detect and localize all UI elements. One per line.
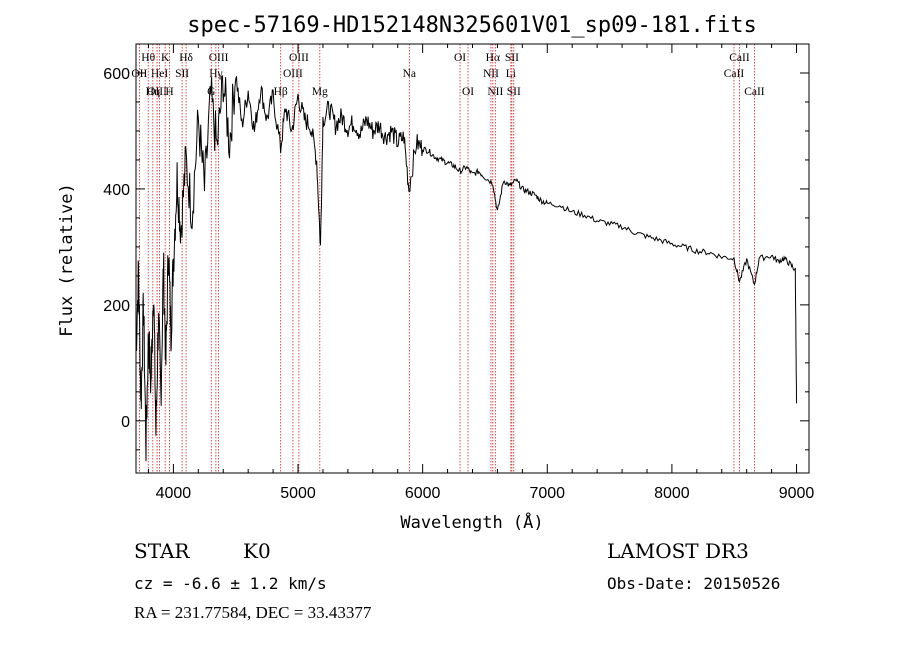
- spectral-line-label: Hη: [146, 86, 160, 98]
- spectral-line-label: K: [161, 52, 170, 64]
- spectral-line-label: OII: [131, 68, 147, 80]
- object-class: STAR: [134, 539, 190, 563]
- spectral-line-label: OIII: [283, 68, 303, 80]
- x-tick-label: 9000: [779, 485, 815, 502]
- spectral-line-label: SII: [505, 52, 519, 64]
- x-tick-label: 7000: [529, 485, 565, 502]
- x-axis-label: Wavelength (Å): [400, 511, 543, 533]
- spectral-line-label: OI: [454, 52, 466, 64]
- spectral-line-label: Na: [403, 68, 416, 80]
- y-tick-label: 600: [103, 66, 130, 83]
- plot-frame: [135, 43, 810, 474]
- spectral-line-label: OIII: [147, 86, 167, 98]
- spectral-line-label: CaII: [729, 52, 750, 64]
- spectral-line-label: Hθ: [141, 52, 155, 64]
- survey-name: LAMOST DR3: [607, 539, 749, 563]
- chart-title: spec-57169-HD152148N325601V01_sp09-181.f…: [187, 13, 757, 38]
- spectral-line-label: CaII: [724, 68, 745, 80]
- x-tick-label: 4000: [156, 485, 192, 502]
- spectral-line-label: OIII: [289, 52, 309, 64]
- spectral-line-label: H: [165, 86, 173, 98]
- x-tick-label: 6000: [405, 485, 441, 502]
- y-tick-label: 200: [103, 298, 130, 315]
- x-tick-label: 8000: [654, 485, 690, 502]
- flux-series-line: [135, 75, 797, 462]
- spectral-line-label: OI: [462, 86, 474, 98]
- axis-ticks: 4000 5000 6000 7000 8000 9000 0 200 400 600: [103, 43, 815, 502]
- observation-date: Obs-Date: 20150526: [607, 574, 781, 593]
- spectral-line-label: Li: [506, 68, 516, 80]
- spectral-line-label: HeI: [151, 68, 168, 80]
- y-axis-label: Flux (relative): [57, 183, 77, 337]
- redshift-readout: cz = -6.6 ± 1.2 km/s: [134, 574, 327, 593]
- spectral-line-label: SII: [175, 68, 189, 80]
- y-tick-label: 0: [121, 414, 130, 431]
- x-tick-label: 5000: [280, 485, 316, 502]
- spectral-line-label: Hβ: [274, 86, 288, 98]
- spectral-line-label: CaII: [744, 86, 765, 98]
- spectral-line-label: Hγ: [209, 68, 222, 80]
- spectral-line-label: Hα: [486, 52, 500, 64]
- spectral-line-label: Hδ: [179, 52, 193, 64]
- spectral-line-label: OIII: [209, 52, 229, 64]
- object-subclass: K0: [243, 539, 271, 563]
- spectral-line-label: Mg: [312, 86, 328, 98]
- y-tick-label: 400: [103, 182, 130, 199]
- spectral-line-label: NII: [483, 68, 499, 80]
- spectral-line-label: SII: [507, 86, 521, 98]
- spectral-line-label: NII: [487, 86, 503, 98]
- coordinates-readout: RA = 231.77584, DEC = 33.43377: [134, 603, 372, 622]
